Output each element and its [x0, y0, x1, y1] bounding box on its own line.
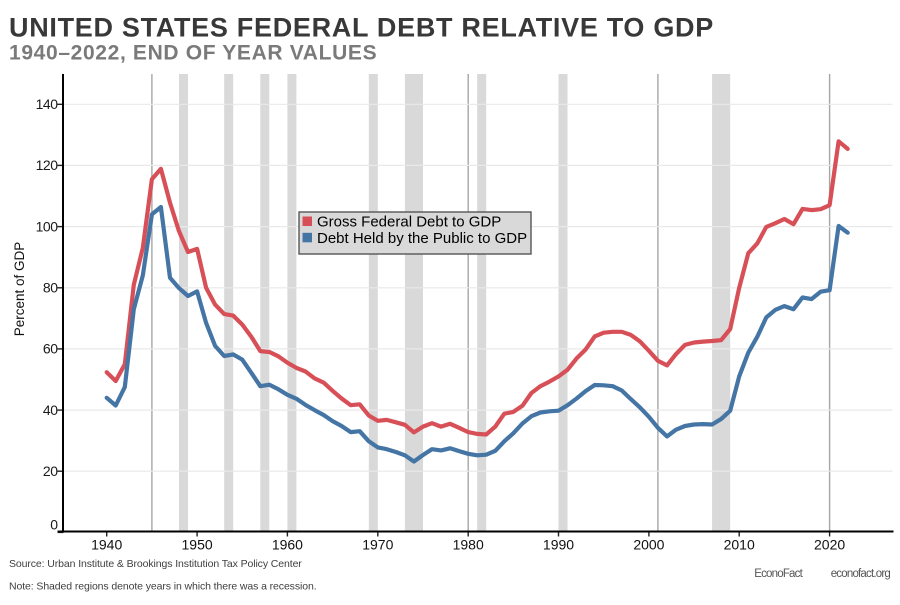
svg-text:Note: Shaded regions denote ye: Note: Shaded regions denote years in whi…	[9, 581, 317, 593]
svg-text:2020: 2020	[814, 537, 845, 553]
svg-text:Percent of GDP: Percent of GDP	[12, 242, 27, 337]
svg-text:Gross Federal Debt to GDP: Gross Federal Debt to GDP	[317, 214, 501, 231]
svg-text:20: 20	[43, 463, 58, 479]
svg-text:EconoFact: EconoFact	[754, 568, 803, 580]
svg-text:40: 40	[43, 402, 58, 418]
svg-text:1970: 1970	[362, 537, 393, 553]
svg-text:60: 60	[43, 341, 58, 357]
svg-text:2010: 2010	[724, 537, 755, 553]
svg-text:1940–2022, END OF YEAR VALUES: 1940–2022, END OF YEAR VALUES	[9, 42, 377, 65]
svg-text:UNITED STATES FEDERAL DEBT REL: UNITED STATES FEDERAL DEBT RELATIVE TO G…	[9, 13, 714, 43]
svg-text:1980: 1980	[453, 537, 484, 553]
svg-text:econofact.org: econofact.org	[831, 568, 891, 580]
svg-text:1990: 1990	[543, 537, 574, 553]
svg-text:2000: 2000	[633, 537, 664, 553]
svg-text:100: 100	[36, 218, 59, 234]
svg-text:1940: 1940	[91, 537, 122, 553]
svg-text:0: 0	[50, 516, 58, 532]
svg-text:120: 120	[36, 157, 59, 173]
svg-text:Source: Urban Institute & Broo: Source: Urban Institute & Brookings Inst…	[9, 558, 302, 570]
svg-text:80: 80	[43, 280, 58, 296]
svg-text:1950: 1950	[182, 537, 213, 553]
svg-text:Debt Held by the Public to GDP: Debt Held by the Public to GDP	[317, 230, 527, 247]
svg-text:140: 140	[36, 96, 59, 112]
svg-text:1960: 1960	[272, 537, 303, 553]
